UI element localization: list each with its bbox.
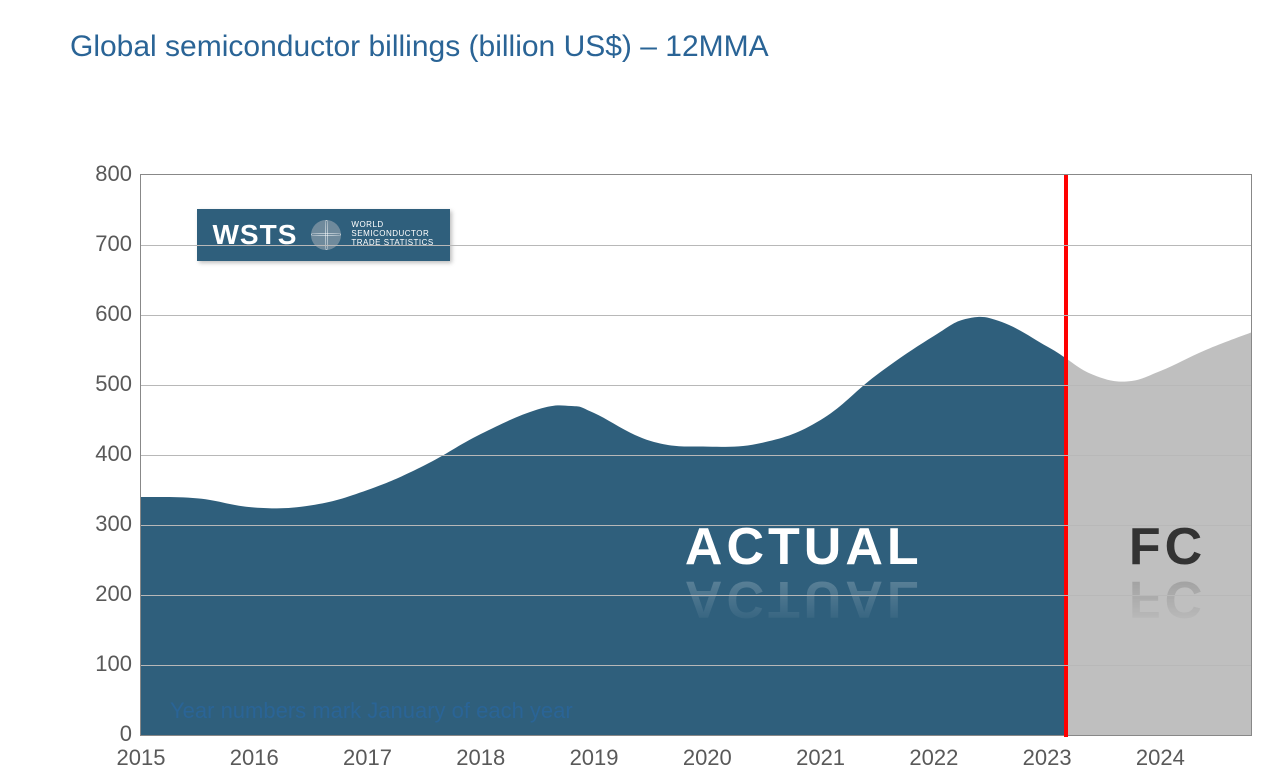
area-label-actual: ACTUALACTUAL: [685, 517, 923, 629]
y-tick-label: 600: [72, 301, 132, 327]
chart-caption: Year numbers mark January of each year: [170, 698, 573, 724]
grid-line: [141, 315, 1251, 316]
grid-line: [141, 665, 1251, 666]
y-tick-label: 200: [72, 581, 132, 607]
wsts-badge: WSTS WORLDSEMICONDUCTORTRADE STATISTICS: [197, 209, 450, 261]
actual-forecast-divider: [1064, 175, 1068, 737]
x-tick-label: 2016: [230, 745, 279, 771]
x-tick-label: 2023: [1023, 745, 1072, 771]
y-tick-label: 500: [72, 371, 132, 397]
grid-line: [141, 455, 1251, 456]
y-tick-label: 0: [72, 721, 132, 747]
x-tick-label: 2024: [1136, 745, 1185, 771]
x-tick-label: 2020: [683, 745, 732, 771]
y-tick-label: 800: [72, 161, 132, 187]
grid-line: [141, 245, 1251, 246]
y-tick-label: 300: [72, 511, 132, 537]
y-tick-label: 400: [72, 441, 132, 467]
y-axis: 0100200300400500600700800: [70, 174, 140, 734]
chart-title: Global semiconductor billings (billion U…: [70, 30, 1240, 64]
area-label-fc: FCFC: [1129, 517, 1206, 629]
grid-line: [141, 595, 1251, 596]
x-tick-label: 2021: [796, 745, 845, 771]
x-tick-label: 2019: [570, 745, 619, 771]
wsts-subtext: WORLDSEMICONDUCTORTRADE STATISTICS: [351, 221, 433, 247]
y-tick-label: 700: [72, 231, 132, 257]
plot-area: WSTS WORLDSEMICONDUCTORTRADE STATISTICS …: [140, 174, 1252, 736]
grid-line: [141, 525, 1251, 526]
x-tick-label: 2022: [909, 745, 958, 771]
y-tick-label: 100: [72, 651, 132, 677]
x-tick-label: 2018: [456, 745, 505, 771]
grid-line: [141, 385, 1251, 386]
x-tick-label: 2017: [343, 745, 392, 771]
x-tick-label: 2015: [117, 745, 166, 771]
chart-container: WSTS WORLDSEMICONDUCTORTRADE STATISTICS …: [40, 84, 1240, 772]
